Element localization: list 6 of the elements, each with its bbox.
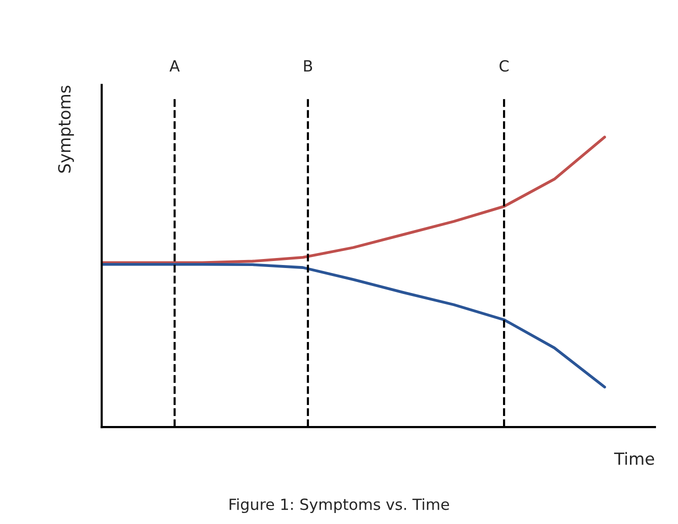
text: B [304, 60, 312, 72]
y-axis-title: Symptoms [58, 86, 74, 173]
x-axis-title: Time [614, 452, 654, 465]
caption: Figure 1: Symptoms vs. Time [230, 498, 450, 514]
text: C [500, 60, 509, 72]
text: A [170, 60, 180, 72]
